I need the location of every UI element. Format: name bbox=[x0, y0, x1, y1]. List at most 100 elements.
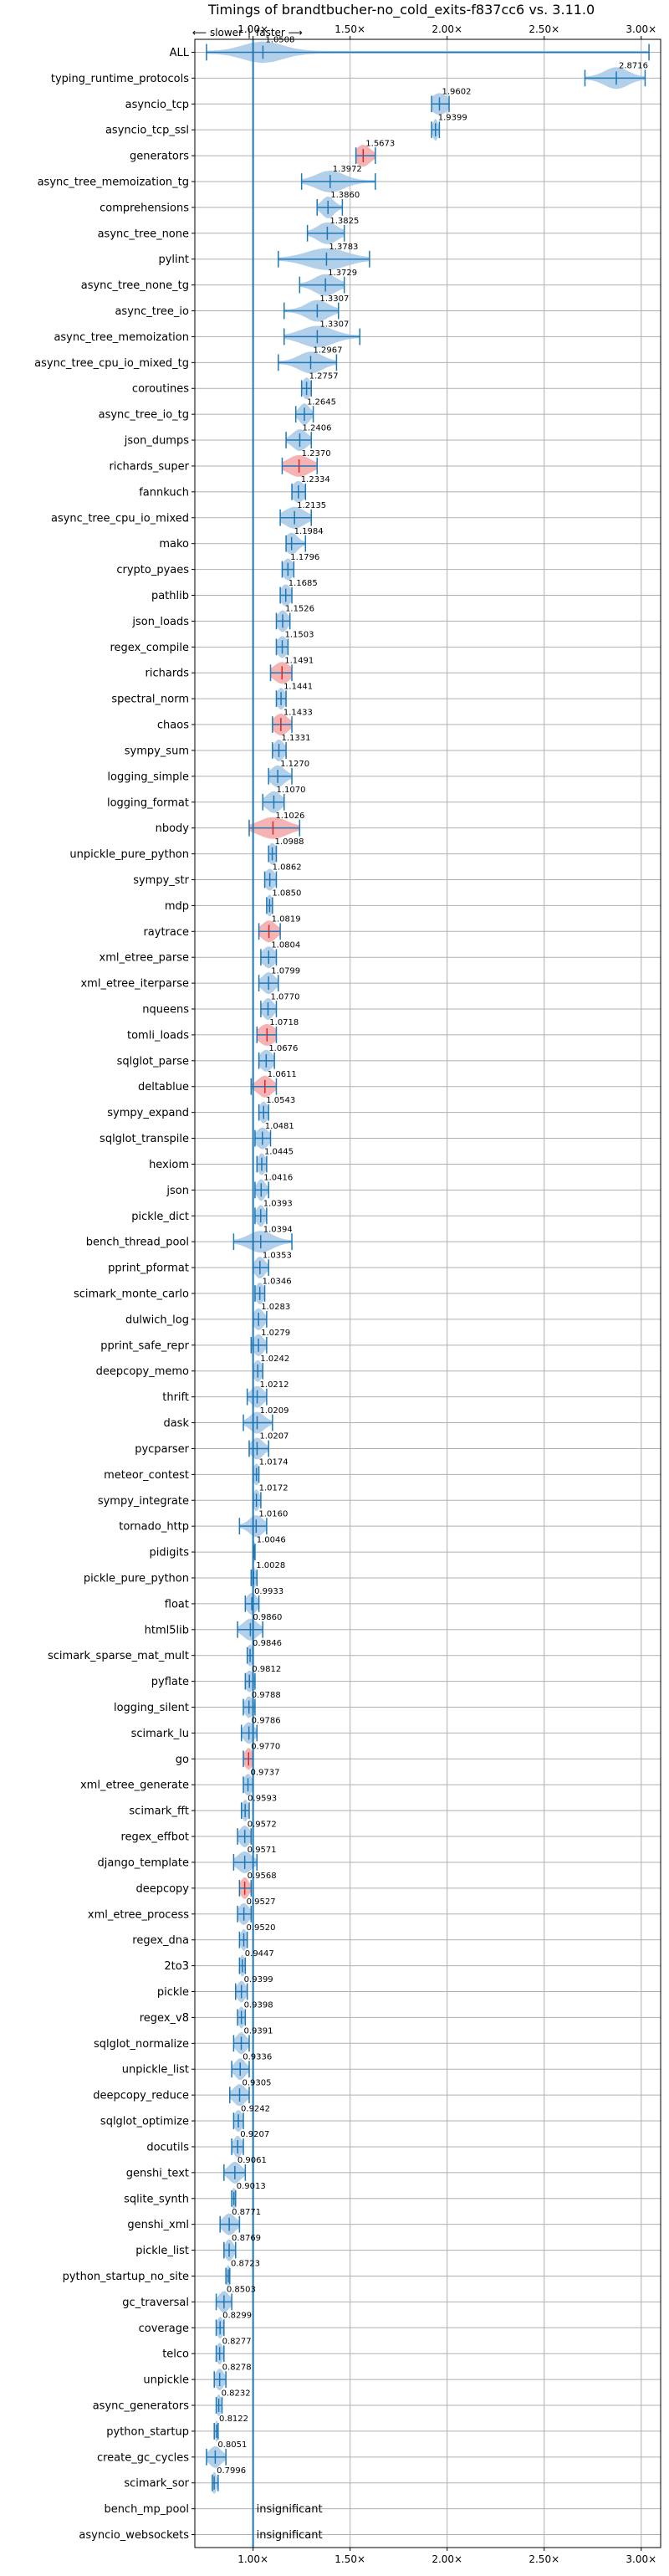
benchmark-label: regex_compile bbox=[110, 642, 189, 654]
value-label: 0.9527 bbox=[247, 1897, 276, 1907]
x-tick-label-top: 3.00× bbox=[626, 23, 656, 35]
value-label: 0.9061 bbox=[237, 2156, 267, 2165]
benchmark-label: scimark_sparse_mat_mult bbox=[48, 1650, 189, 1662]
benchmark-label: raytrace bbox=[143, 926, 189, 939]
benchmark-label: sqlglot_normalize bbox=[94, 2038, 189, 2051]
benchmark-label: regex_effbot bbox=[120, 1831, 189, 1844]
benchmark-label: crypto_pyaes bbox=[116, 564, 189, 576]
benchmark-label: html5lib bbox=[145, 1624, 189, 1636]
violin-marks bbox=[206, 39, 650, 2548]
value-label: 0.9398 bbox=[244, 2001, 273, 2010]
benchmark-label: nqueens bbox=[142, 1004, 189, 1017]
benchmark-label: pprint_safe_repr bbox=[100, 1339, 189, 1352]
benchmark-label: richards_super bbox=[109, 460, 189, 473]
value-label: 0.8771 bbox=[232, 2208, 261, 2217]
slower-label: ⟵ slower bbox=[192, 27, 243, 38]
plot-frame bbox=[194, 38, 661, 2548]
value-label: 0.8122 bbox=[219, 2415, 248, 2424]
value-label: 1.0799 bbox=[271, 966, 300, 976]
value-label: 1.0046 bbox=[257, 1535, 286, 1544]
benchmark-label: create_gc_cycles bbox=[97, 2451, 189, 2464]
value-label: 1.1984 bbox=[294, 527, 324, 536]
value-label: 2.8716 bbox=[619, 62, 648, 71]
benchmark-label: logging_silent bbox=[114, 1702, 189, 1714]
value-label: 1.0172 bbox=[259, 1484, 289, 1493]
benchmark-label: async_tree_none bbox=[98, 228, 189, 240]
value-label: 0.9013 bbox=[237, 2182, 266, 2191]
value-label: 1.9602 bbox=[442, 88, 471, 97]
benchmark-labels: ALL typing_runtime_protocols asyncio_tcpas… bbox=[34, 47, 190, 2542]
benchmark-label: xml_etree_parse bbox=[100, 952, 189, 965]
benchmark-label: json_loads bbox=[131, 616, 189, 628]
benchmark-label: typing_runtime_protocols bbox=[51, 73, 189, 85]
value-label: 0.7996 bbox=[217, 2466, 246, 2476]
value-label: 0.8232 bbox=[222, 2389, 251, 2398]
value-label: 1.1026 bbox=[275, 812, 304, 821]
benchmark-label: deepcopy bbox=[135, 1882, 189, 1895]
benchmark-label: json bbox=[166, 1185, 189, 1197]
value-label: 1.0988 bbox=[275, 837, 304, 847]
value-label: 1.0160 bbox=[258, 1509, 288, 1518]
value-label: 1.0543 bbox=[266, 1096, 295, 1105]
value-label: 1.0481 bbox=[265, 1122, 294, 1131]
benchmark-label: regex_dna bbox=[132, 1934, 189, 1947]
value-label: 0.9737 bbox=[251, 1768, 280, 1777]
value-label: 0.9770 bbox=[251, 1743, 280, 1752]
bottom-tick-labels: 1.00× 1.50× 2.00× 2.50× 3.00× bbox=[237, 2553, 656, 2565]
benchmark-label: pickle_dict bbox=[131, 1211, 189, 1223]
benchmark-label: chaos bbox=[157, 720, 189, 732]
x-tick-label-bottom: 1.50× bbox=[334, 2553, 365, 2565]
benchmark-label: sqlite_synth bbox=[124, 2193, 189, 2205]
benchmark-label: async_tree_none_tg bbox=[81, 279, 189, 292]
benchmark-label: asyncio_tcp_ssl bbox=[105, 125, 189, 137]
benchmark-label: thrift bbox=[162, 1391, 189, 1404]
benchmark-label: comprehensions bbox=[100, 202, 189, 214]
value-label: 0.9207 bbox=[240, 2130, 269, 2139]
value-label: 0.8503 bbox=[227, 2286, 256, 2295]
benchmark-label: coverage bbox=[139, 2322, 189, 2335]
direction-separator: | bbox=[248, 27, 251, 38]
benchmark-label: scimark_sor bbox=[124, 2477, 189, 2490]
value-label: 1.0209 bbox=[259, 1406, 289, 1416]
value-label: 0.8051 bbox=[217, 2440, 247, 2450]
value-label: 1.0445 bbox=[264, 1148, 294, 1157]
value-label: 0.9520 bbox=[246, 1923, 275, 1933]
value-label: 1.0353 bbox=[263, 1251, 292, 1260]
benchmark-label: pickle bbox=[157, 1986, 189, 1999]
value-labels: 1.0508 2.8716 1.9602 1.9399 1.5673 1.3972 1.38… bbox=[217, 36, 648, 2542]
value-label: 1.9399 bbox=[438, 113, 467, 122]
value-label: 0.9571 bbox=[248, 1846, 277, 1855]
benchmark-label: sympy_integrate bbox=[98, 1495, 189, 1508]
benchmark-label: pidigits bbox=[150, 1547, 190, 1559]
benchmark-label: ALL bbox=[170, 47, 190, 59]
value-label: 0.9336 bbox=[243, 2052, 272, 2061]
value-label: 1.0718 bbox=[269, 1018, 299, 1027]
benchmark-label: pathlib bbox=[151, 590, 189, 602]
value-label: 1.0279 bbox=[261, 1329, 290, 1338]
benchmark-label: asyncio_tcp bbox=[125, 99, 189, 111]
value-label: 1.3783 bbox=[329, 243, 358, 252]
value-label: 0.9391 bbox=[243, 2027, 273, 2036]
benchmark-label: async_tree_cpu_io_mixed bbox=[51, 512, 189, 525]
benchmark-label: async_tree_memoization bbox=[54, 331, 189, 344]
benchmark-label: gc_traversal bbox=[122, 2297, 189, 2309]
x-tick-label-bottom: 2.00× bbox=[432, 2553, 462, 2565]
value-label: 1.0346 bbox=[263, 1277, 292, 1286]
benchmark-label: pylint bbox=[158, 254, 189, 266]
benchmark-label: genshi_xml bbox=[127, 2219, 189, 2231]
benchmark-label: pprint_pformat bbox=[108, 1262, 189, 1275]
value-label: 1.1331 bbox=[282, 734, 311, 743]
value-label: 1.3825 bbox=[329, 217, 359, 226]
value-label: 1.1270 bbox=[280, 760, 309, 769]
benchmark-label: pycparser bbox=[135, 1443, 189, 1456]
value-label: 1.3307 bbox=[319, 294, 349, 304]
benchmark-label: mdp bbox=[165, 900, 189, 913]
benchmark-label: coroutines bbox=[132, 383, 189, 396]
benchmark-label: fannkuch bbox=[139, 486, 189, 499]
benchmark-label: bench_mp_pool bbox=[104, 2503, 189, 2516]
value-label: 1.1491 bbox=[284, 656, 314, 665]
benchmark-label: scimark_lu bbox=[131, 1728, 189, 1740]
benchmark-label: logging_format bbox=[107, 796, 189, 809]
benchmark-label: spectral_norm bbox=[111, 694, 189, 706]
